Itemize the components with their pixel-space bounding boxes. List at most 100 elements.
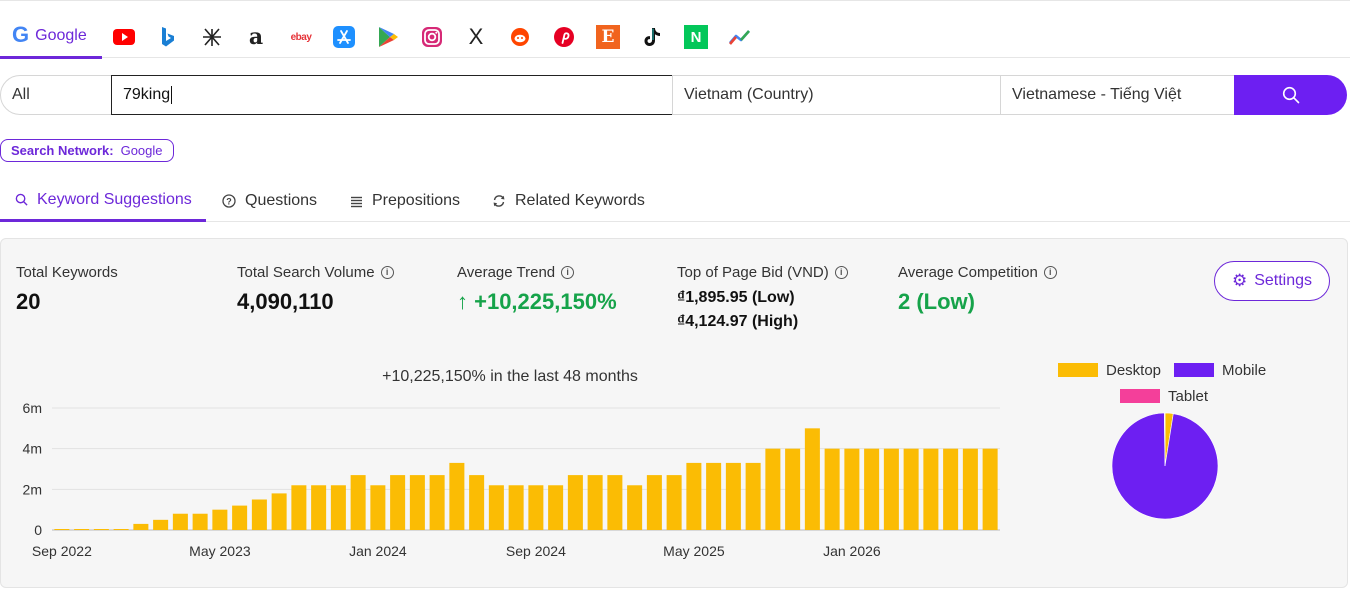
amazon-icon[interactable]: a	[248, 24, 264, 50]
search-icon	[15, 193, 28, 206]
google-icon: G	[12, 22, 30, 47]
tab-questions[interactable]: ? Questions	[222, 180, 317, 222]
chart-bar[interactable]	[291, 485, 307, 530]
y-tick-label: 6m	[23, 400, 42, 416]
chart-bar[interactable]	[706, 462, 722, 530]
chart-bar[interactable]	[567, 475, 583, 530]
chart-bar[interactable]	[251, 499, 267, 531]
chart-bar[interactable]	[844, 448, 860, 530]
pinterest-icon[interactable]	[552, 25, 576, 49]
chart-bar[interactable]	[54, 529, 70, 530]
legend-swatch	[1120, 389, 1160, 403]
google-play-icon[interactable]	[376, 25, 400, 49]
chart-bar[interactable]	[488, 485, 504, 530]
chart-bar[interactable]	[153, 519, 169, 530]
bing-icon[interactable]	[156, 25, 180, 49]
chart-bar[interactable]	[390, 475, 406, 530]
chart-bar[interactable]	[449, 462, 465, 530]
chart-bar[interactable]	[725, 462, 741, 530]
chart-bar[interactable]	[745, 462, 761, 530]
chart-bar[interactable]	[370, 485, 386, 530]
chart-bar[interactable]	[528, 485, 544, 530]
instagram-icon[interactable]	[420, 25, 444, 49]
language-select[interactable]: Vietnamese - Tiếng Việt	[1000, 75, 1236, 115]
question-icon: ?	[222, 194, 236, 208]
info-icon[interactable]: i	[380, 266, 394, 279]
etsy-icon[interactable]: E	[596, 25, 620, 49]
youtube-icon[interactable]	[112, 25, 136, 49]
chart-bar[interactable]	[429, 475, 445, 530]
tab-keyword-suggestions[interactable]: Keyword Suggestions	[0, 180, 206, 222]
tab-related-keywords[interactable]: Related Keywords	[492, 180, 645, 222]
chart-bar[interactable]	[508, 485, 524, 530]
chart-bar[interactable]	[113, 529, 129, 530]
chart-bar[interactable]	[883, 448, 899, 530]
country-select[interactable]: Vietnam (Country)	[672, 75, 1001, 115]
chart-bar[interactable]	[686, 462, 702, 530]
chart-bar[interactable]	[587, 475, 603, 530]
y-tick-label: 2m	[23, 481, 42, 497]
search-row: All 79king Vietnam (Country) Vietnamese …	[0, 75, 1350, 115]
tiktok-icon[interactable]	[640, 25, 664, 49]
chart-bar[interactable]	[785, 448, 801, 530]
ebay-icon[interactable]: ebay	[290, 31, 312, 43]
chart-bar[interactable]	[804, 428, 820, 530]
search-network-chip[interactable]: Search Network: Google	[0, 139, 174, 162]
tab-prepositions[interactable]: Prepositions	[350, 180, 460, 222]
keyword-input[interactable]: 79king	[111, 75, 673, 115]
chart-bar[interactable]	[212, 509, 228, 530]
chart-bar[interactable]	[350, 475, 366, 530]
chart-bar[interactable]	[172, 513, 188, 530]
chart-bar[interactable]	[607, 475, 623, 530]
chart-bar[interactable]	[666, 475, 682, 530]
chart-bar[interactable]	[765, 448, 781, 530]
chart-title: +10,225,150% in the last 48 months	[382, 368, 638, 385]
info-icon[interactable]: i	[834, 266, 848, 279]
naver-icon[interactable]: N	[684, 25, 708, 49]
tab-label: Prepositions	[372, 192, 461, 209]
chart-bar[interactable]	[903, 448, 919, 530]
chart-bar[interactable]	[943, 448, 959, 530]
chart-bar[interactable]	[962, 448, 978, 530]
x-tick-label: Sep 2022	[32, 543, 92, 559]
app-store-icon[interactable]	[332, 25, 356, 49]
engine-tab-google[interactable]: G Google	[0, 15, 102, 59]
info-icon[interactable]: i	[561, 266, 575, 279]
chart-bar[interactable]	[409, 475, 425, 530]
chart-bar[interactable]	[548, 485, 564, 530]
search-button[interactable]	[1234, 75, 1347, 115]
baidu-icon[interactable]	[200, 25, 224, 49]
chart-bar[interactable]	[627, 485, 643, 530]
svg-text:?: ?	[226, 196, 232, 206]
x-tick-label: May 2025	[663, 543, 725, 559]
engine-bar: G Google a ebay X E	[0, 0, 1350, 59]
pie-slice[interactable]	[1164, 412, 1166, 467]
scope-select[interactable]: All	[0, 75, 112, 115]
stat-total-volume: Total Search Volume i 4,090,110	[237, 264, 394, 315]
chart-bar[interactable]	[74, 529, 90, 530]
legend-swatch	[1058, 363, 1098, 377]
chart-bar[interactable]	[232, 505, 248, 530]
chart-bar[interactable]	[824, 448, 840, 530]
stat-average-trend: Average Trend i ↑ +10,225,150%	[457, 264, 617, 315]
chart-bar[interactable]	[982, 448, 998, 530]
chart-bar[interactable]	[192, 513, 208, 530]
x-icon[interactable]: X	[468, 24, 484, 49]
chart-bar[interactable]	[646, 475, 662, 530]
settings-button[interactable]: ⚙ Settings	[1214, 261, 1330, 301]
chart-bar[interactable]	[271, 493, 287, 530]
tab-label: Questions	[245, 192, 318, 209]
chart-bar[interactable]	[133, 523, 149, 530]
info-icon[interactable]: i	[1043, 266, 1057, 279]
chart-bar[interactable]	[923, 448, 939, 530]
stat-top-bid: Top of Page Bid (VND) i ₫1,895.95 (Low) ₫…	[677, 264, 848, 331]
result-tabs: Keyword Suggestions ? Questions Preposit…	[0, 180, 1350, 222]
chart-bar[interactable]	[864, 448, 880, 530]
chart-bar[interactable]	[93, 529, 109, 530]
chart-bar[interactable]	[330, 485, 346, 530]
reddit-icon[interactable]	[508, 25, 532, 49]
chart-bar[interactable]	[469, 475, 485, 530]
trends-icon[interactable]	[728, 25, 752, 49]
chart-bar[interactable]	[311, 485, 327, 530]
